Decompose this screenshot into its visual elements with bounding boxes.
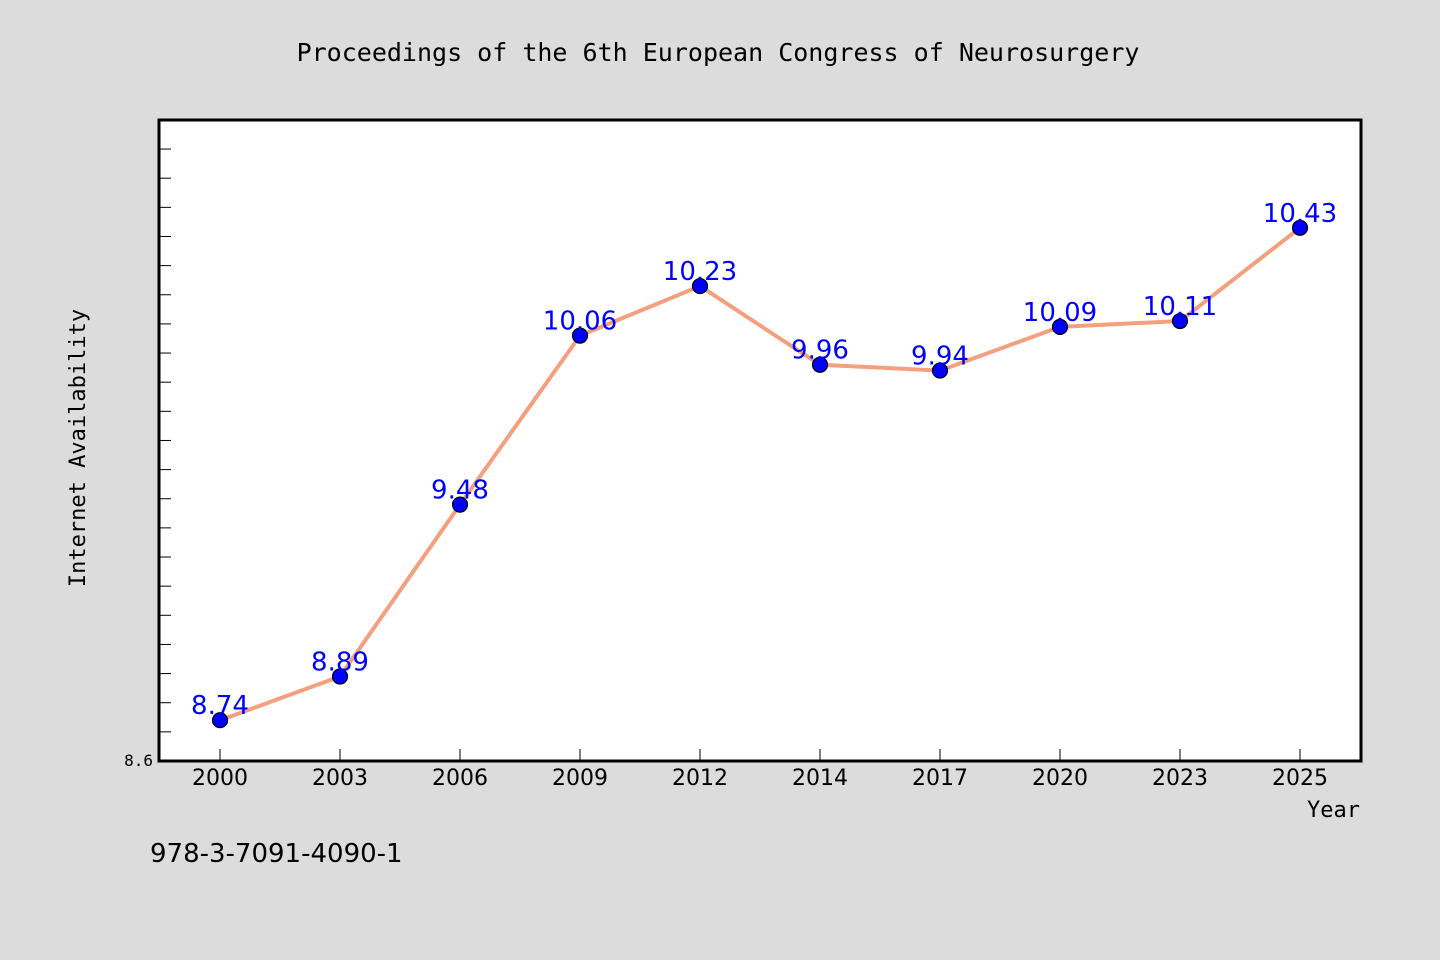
x-tick-label: 2009 — [552, 766, 608, 791]
data-label: 10.09 — [1023, 298, 1097, 328]
x-tick-label: 2012 — [672, 766, 728, 791]
data-point — [811, 356, 829, 373]
data-point — [691, 277, 709, 295]
x-axis: 2000 2003 2006 2009 2012 2014 2017 2020 2023 2025 — [192, 749, 1328, 791]
data-point — [331, 668, 349, 685]
x-tick-label: 2006 — [432, 766, 488, 791]
data-label: 10.43 — [1263, 199, 1337, 229]
data-label: 8.74 — [191, 691, 249, 721]
data-point — [931, 362, 949, 379]
data-point — [1051, 318, 1069, 335]
x-tick-label: 2017 — [912, 766, 968, 791]
data-label: 10.11 — [1143, 292, 1217, 322]
data-point — [211, 712, 229, 729]
isbn-footer: 978-3-7091-4090-1 — [150, 839, 403, 869]
x-tick-label: 2025 — [1272, 766, 1328, 791]
x-tick-label: 2020 — [1032, 766, 1088, 791]
data-label: 8.89 — [311, 648, 369, 678]
data-point — [571, 327, 589, 344]
data-point — [1291, 219, 1309, 236]
x-tick-label: 2003 — [312, 766, 368, 791]
data-label: 9.96 — [791, 336, 849, 366]
data-point — [451, 496, 469, 513]
x-tick-label: 2014 — [792, 766, 848, 791]
y-axis-ticks: 8.6 — [124, 148, 171, 770]
data-label: 10.23 — [663, 257, 737, 287]
data-label: 9.94 — [911, 342, 969, 372]
x-tick-label: 2000 — [192, 766, 248, 791]
x-axis-label: Year — [1307, 798, 1360, 823]
series-line — [219, 226, 1302, 723]
plot-area — [157, 118, 1363, 763]
data-label: 10.06 — [543, 307, 617, 337]
x-tick-label: 2023 — [1152, 766, 1208, 791]
data-point — [1171, 312, 1189, 330]
y-tick-label: 8.6 — [124, 751, 153, 770]
y-axis-label: Internet Availability — [66, 309, 91, 587]
data-series: 8.74 8.89 9.48 10.06 10.23 9.96 9.94 10.09 10.11… — [191, 199, 1337, 729]
chart-title: Proceedings of the 6th European Congress… — [297, 38, 1140, 67]
data-label: 9.48 — [431, 476, 489, 506]
